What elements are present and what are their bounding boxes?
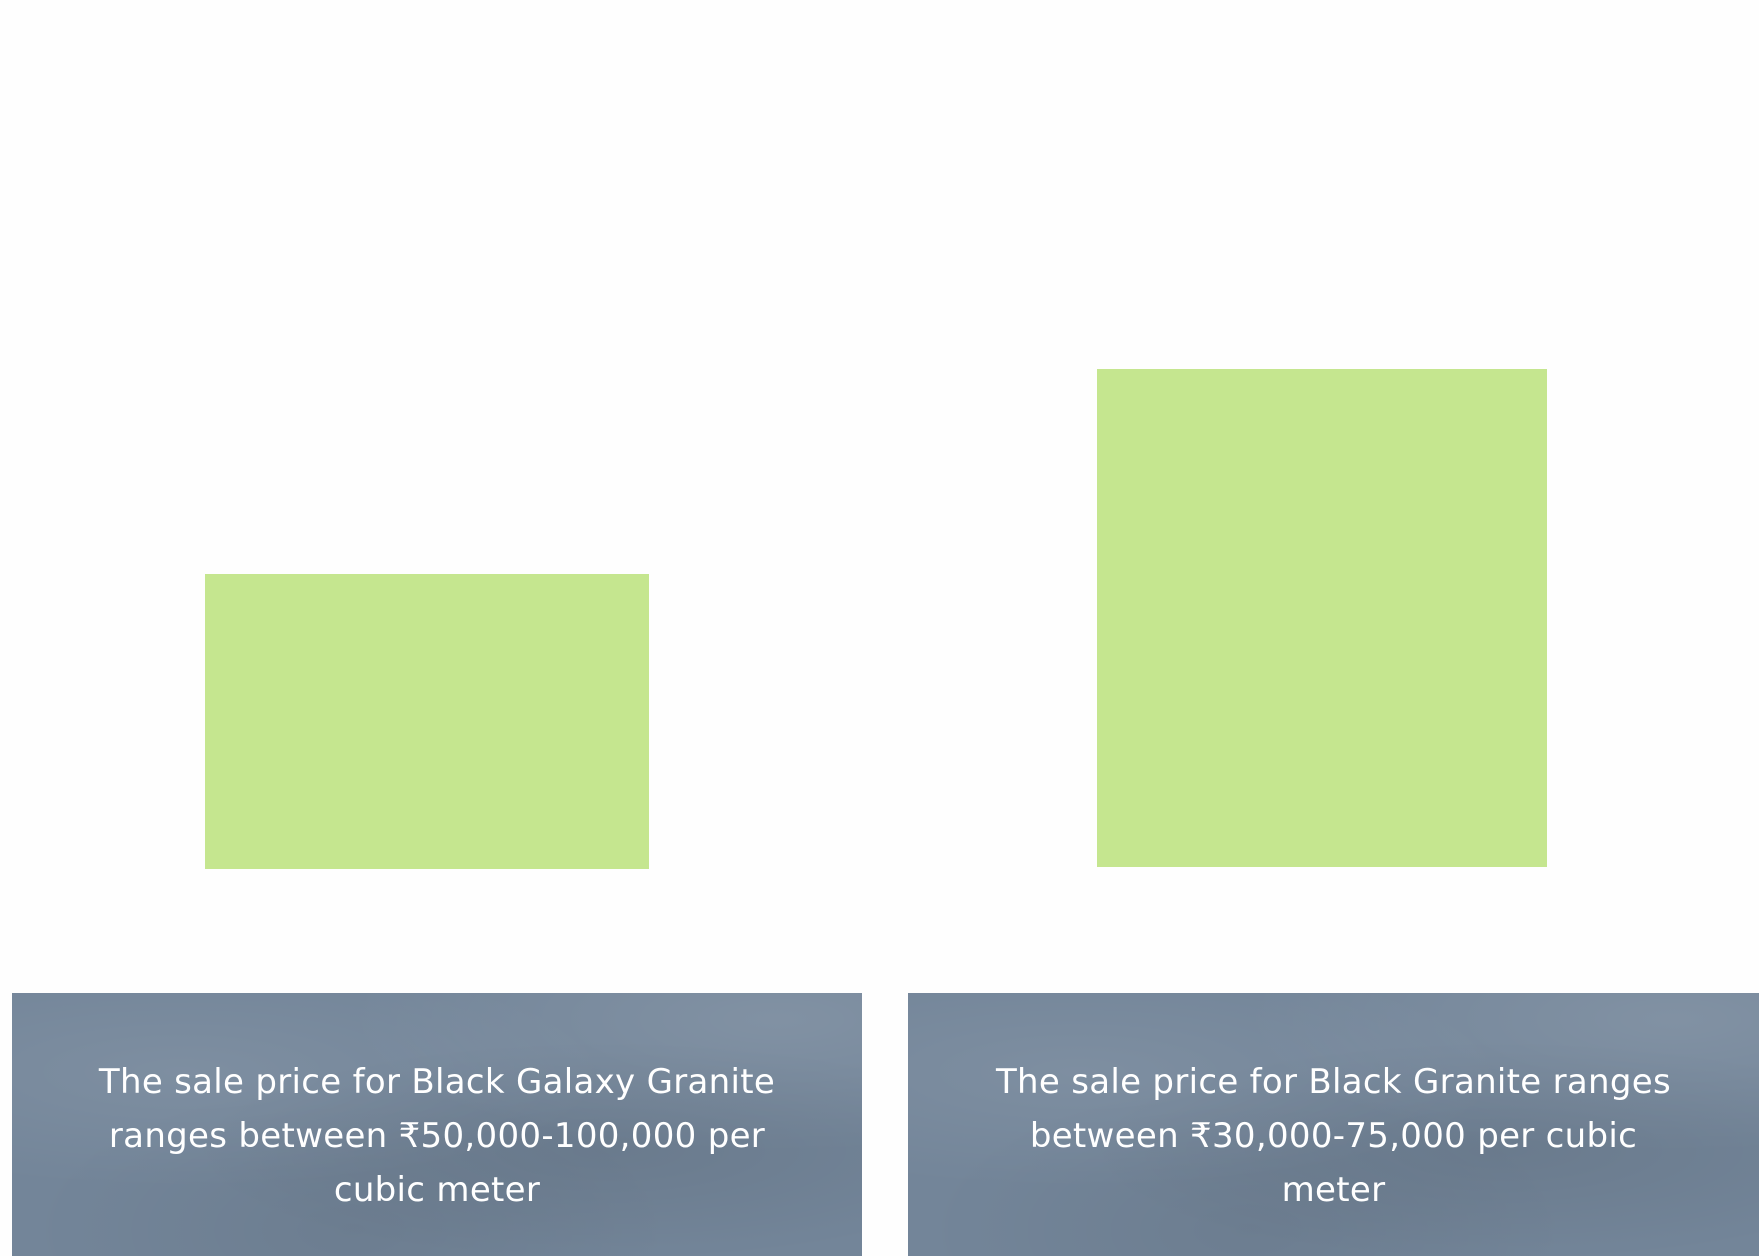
left-caption-text: The sale price for Black Galaxy Granite …	[98, 1062, 776, 1210]
right-green-block	[1097, 369, 1547, 867]
left-green-block	[205, 574, 649, 869]
right-caption-panel: The sale price for Black Granite ranges …	[908, 993, 1759, 1256]
left-caption-panel: The sale price for Black Galaxy Granite …	[12, 993, 862, 1256]
right-caption-text: The sale price for Black Granite ranges …	[995, 1062, 1672, 1210]
